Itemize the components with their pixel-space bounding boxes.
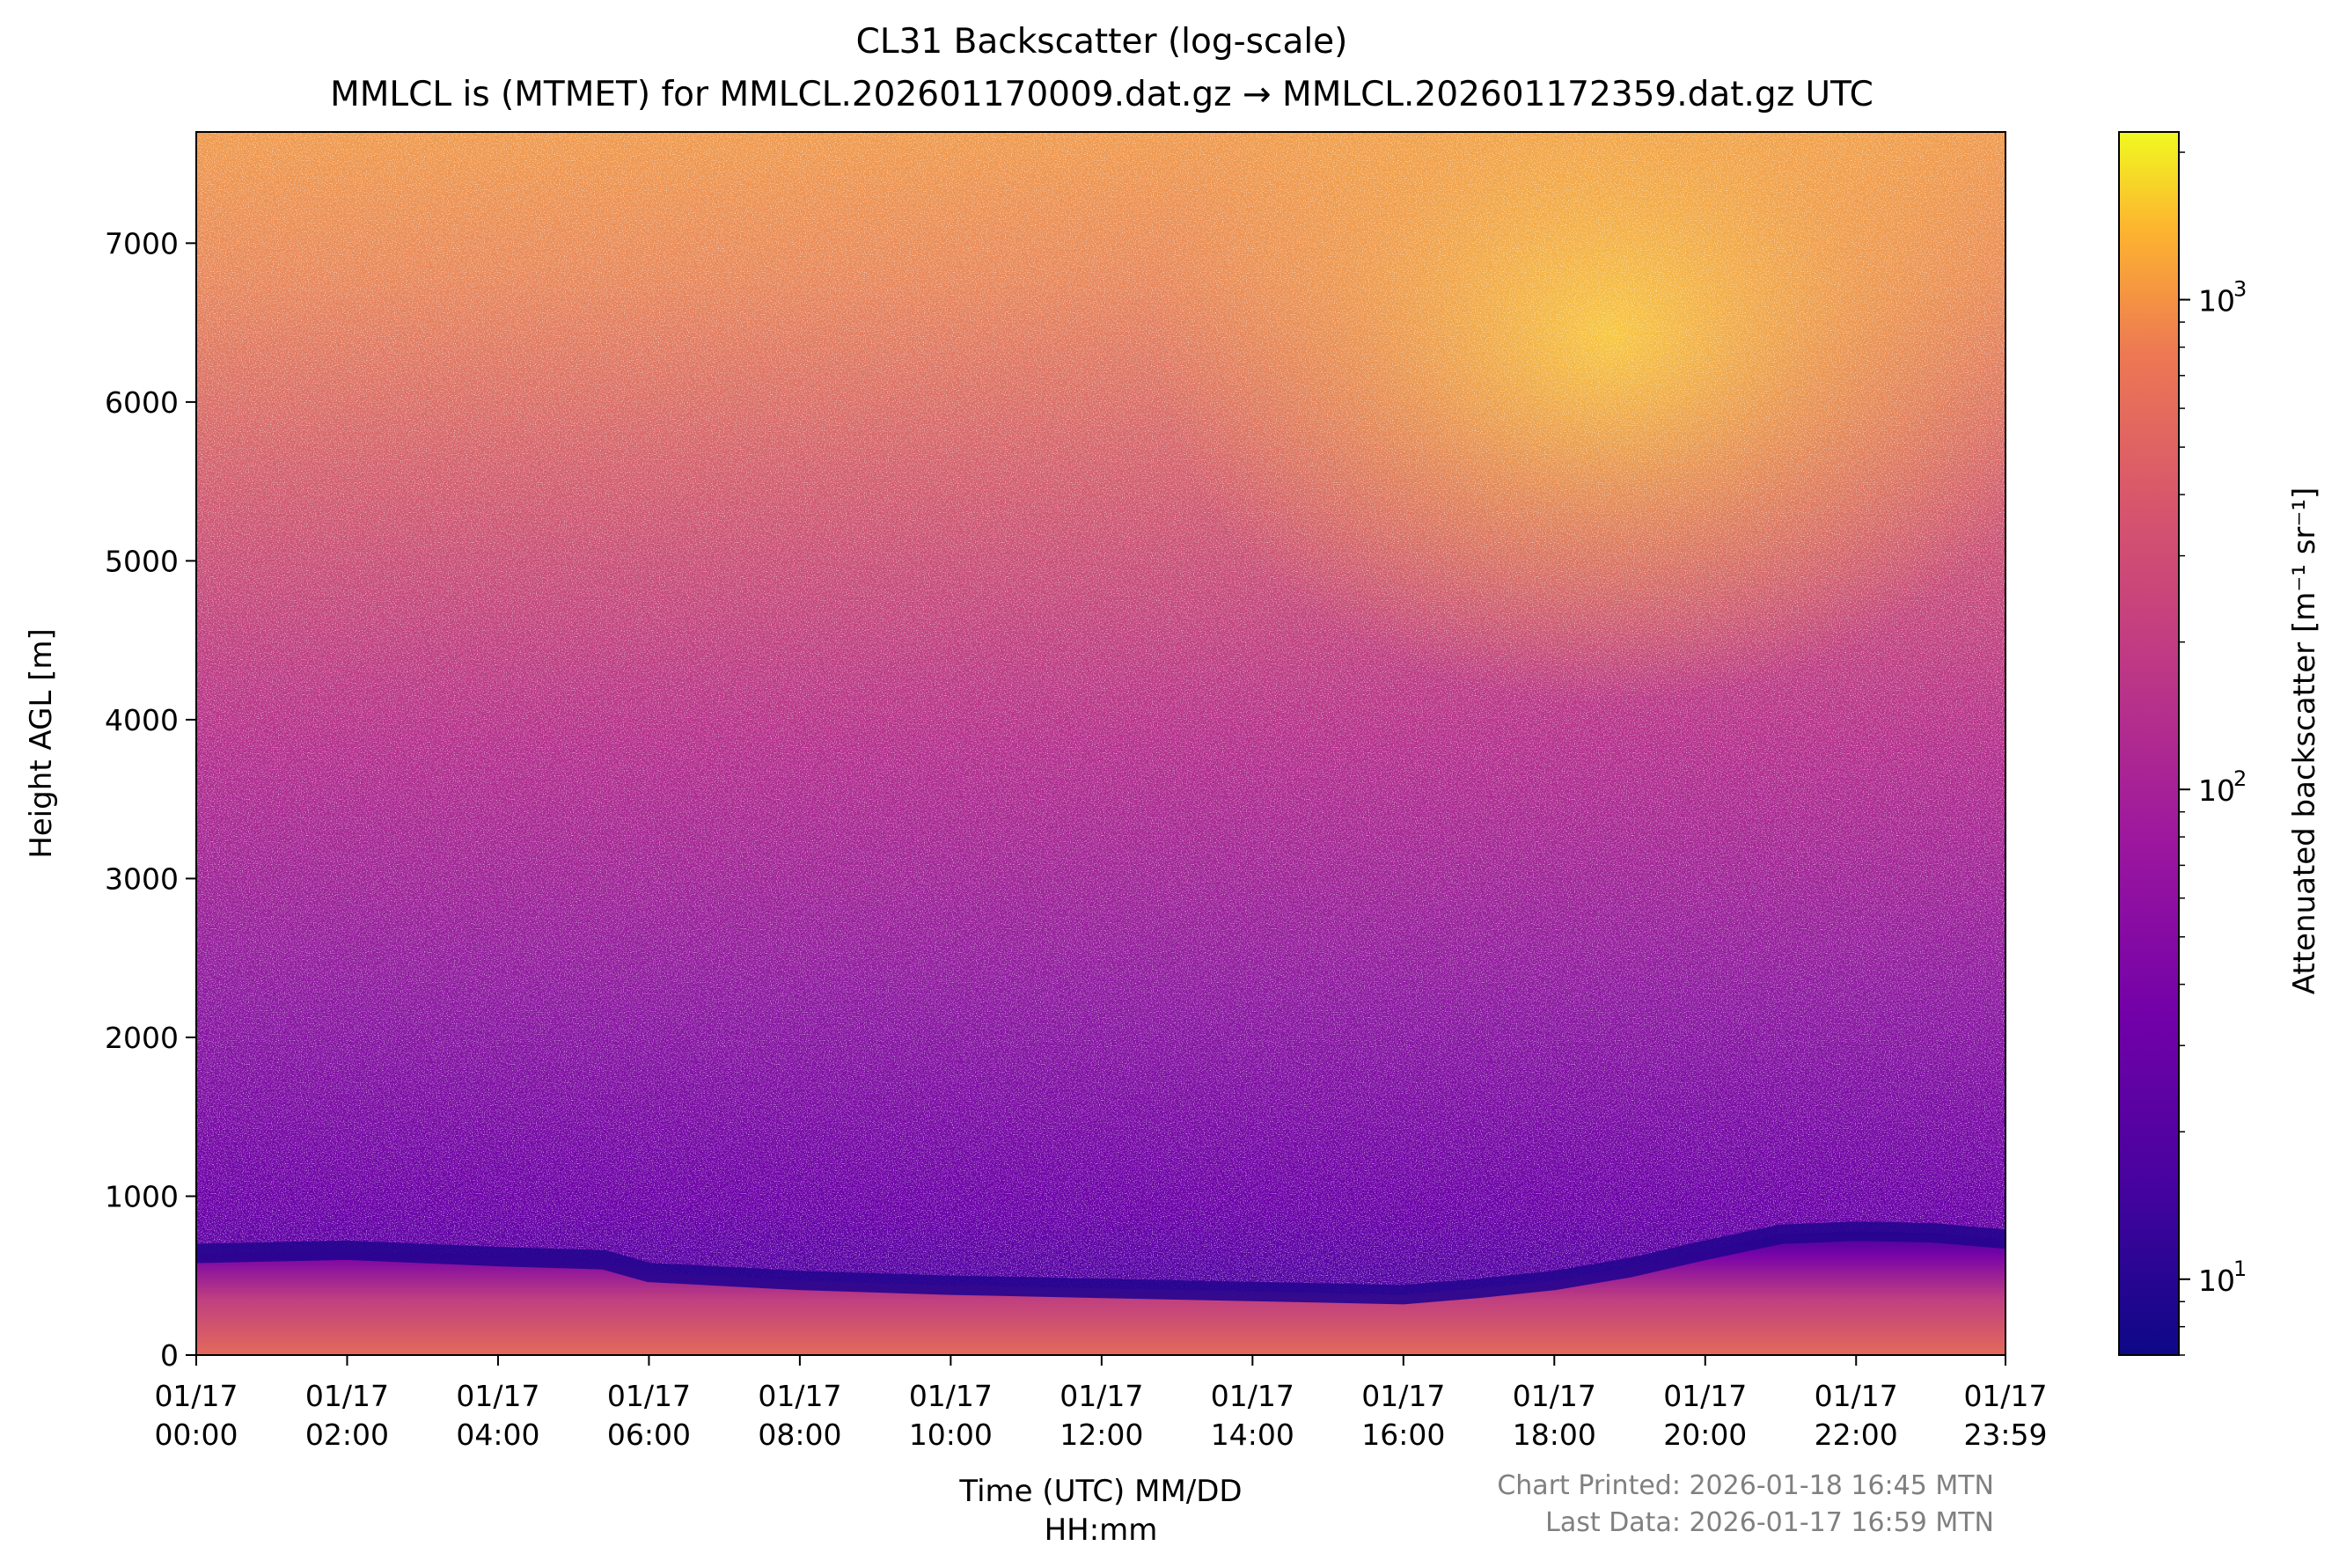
y-axis-ticks: 0 1000 2000 3000 4000 5000 6000 7000 bbox=[105, 226, 196, 1373]
x-tick-label-date: 01/17 bbox=[154, 1379, 238, 1413]
colorbar-label: Attenuated backscatter [m⁻¹ sr⁻¹] bbox=[2287, 487, 2322, 995]
y-tick-label: 0 bbox=[160, 1338, 179, 1373]
last-data-note: Last Data: 2026-01-17 16:59 MTN bbox=[1545, 1507, 1994, 1538]
x-tick-label-date: 01/17 bbox=[1815, 1379, 1898, 1413]
colorbar-tick-label-base: 10 bbox=[2198, 284, 2235, 319]
x-tick-label-date: 01/17 bbox=[909, 1379, 993, 1413]
x-tick-label-date: 01/17 bbox=[1513, 1379, 1596, 1413]
y-tick-label: 5000 bbox=[105, 544, 179, 578]
x-tick-label-date: 01/17 bbox=[1361, 1379, 1445, 1413]
x-tick-label-date: 01/17 bbox=[1963, 1379, 2047, 1413]
x-axis-label-line2: HH:mm bbox=[1045, 1513, 1158, 1548]
boundary-layer-top-edge bbox=[196, 1221, 2005, 1305]
x-tick-label-time: 16:00 bbox=[1361, 1418, 1445, 1452]
x-tick-label-time: 00:00 bbox=[154, 1418, 238, 1452]
y-tick-label: 7000 bbox=[105, 226, 179, 260]
y-axis-label: Height AGL [m] bbox=[24, 628, 59, 859]
x-tick-label-date: 01/17 bbox=[1060, 1379, 1143, 1413]
colorbar bbox=[2119, 132, 2179, 1355]
colorbar-tick-label-exponent: 2 bbox=[2233, 766, 2247, 791]
x-tick-label-time: 22:00 bbox=[1815, 1418, 1898, 1452]
x-tick-label-date: 01/17 bbox=[1663, 1379, 1747, 1413]
colorbar-tick-label-exponent: 1 bbox=[2233, 1257, 2247, 1281]
heatmap-plot-area bbox=[196, 132, 2005, 1355]
colorbar-tick-label-base: 10 bbox=[2198, 1264, 2235, 1298]
colorbar-frame bbox=[2118, 131, 2180, 1356]
chart-printed-note: Chart Printed: 2026-01-18 16:45 MTN bbox=[1497, 1470, 1994, 1501]
x-axis-ticks: 01/17 00:00 01/17 02:00 01/17 04:00 01/17 06:00… bbox=[154, 1355, 2048, 1452]
y-tick-label: 2000 bbox=[105, 1021, 179, 1055]
colorbar-tick-label-exponent: 3 bbox=[2233, 277, 2247, 302]
chart-subtitle: MMLCL is (MTMET) for MMLCL.202601170009.… bbox=[330, 75, 1873, 114]
x-tick-label-date: 01/17 bbox=[456, 1379, 539, 1413]
x-tick-label-time: 02:00 bbox=[305, 1418, 389, 1452]
x-tick-label-date: 01/17 bbox=[758, 1379, 841, 1413]
x-tick-label-time: 18:00 bbox=[1513, 1418, 1596, 1452]
heatmap-noise-speckle bbox=[196, 132, 2005, 1355]
x-tick-label-time: 04:00 bbox=[456, 1418, 539, 1452]
y-tick-label: 4000 bbox=[105, 703, 179, 737]
x-tick-label-date: 01/17 bbox=[1211, 1379, 1294, 1413]
x-tick-label-time: 10:00 bbox=[909, 1418, 993, 1452]
y-tick-label: 1000 bbox=[105, 1179, 179, 1213]
x-tick-label-date: 01/17 bbox=[607, 1379, 691, 1413]
x-tick-label-time: 23:59 bbox=[1963, 1418, 2047, 1452]
x-tick-label-time: 06:00 bbox=[607, 1418, 691, 1452]
x-tick-label-time: 14:00 bbox=[1211, 1418, 1294, 1452]
x-tick-label-time: 12:00 bbox=[1060, 1418, 1143, 1452]
colorbar-tick-label-base: 10 bbox=[2198, 773, 2235, 808]
x-tick-label-time: 08:00 bbox=[758, 1418, 841, 1452]
y-tick-label: 6000 bbox=[105, 385, 179, 420]
x-tick-label-date: 01/17 bbox=[305, 1379, 389, 1413]
x-tick-label-time: 20:00 bbox=[1663, 1418, 1747, 1452]
chart-title: CL31 Backscatter (log-scale) bbox=[856, 22, 1348, 62]
x-axis-label-line1: Time (UTC) MM/DD bbox=[958, 1474, 1242, 1509]
y-tick-label: 3000 bbox=[105, 861, 179, 896]
